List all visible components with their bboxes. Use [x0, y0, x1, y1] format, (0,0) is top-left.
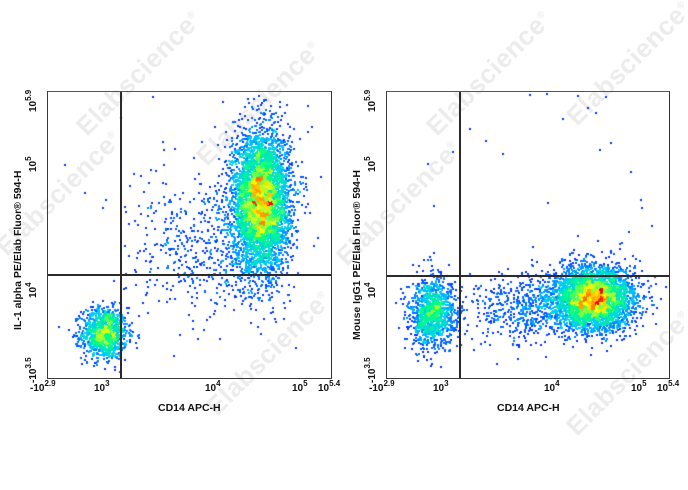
y-axis-label: IL-1 alpha PE/Elab Fluor® 594-H — [12, 170, 24, 330]
x-tick-label: 104 — [544, 378, 560, 394]
x-tick-label: -102.9 — [30, 378, 56, 394]
x-tick-label: 104 — [205, 378, 221, 394]
left-vertical-gate-line[interactable] — [120, 92, 122, 378]
x-tick-label: -102.9 — [369, 378, 395, 394]
left-horizontal-gate-line[interactable] — [48, 274, 331, 276]
y-tick-label: 105 — [362, 156, 378, 172]
y-tick-label: -103.5 — [23, 357, 39, 383]
x-tick-label: 103 — [94, 378, 110, 394]
x-axis-label: CD14 APC-H — [158, 402, 221, 414]
y-tick-label: -103.5 — [362, 357, 378, 383]
left-plot-panel: 105.9 105 104 -103.5 IL-1 alpha PE/Elab … — [12, 89, 341, 414]
left-dot-plot — [47, 92, 331, 378]
right-plot-frame — [386, 91, 670, 379]
right-plot-panel: 105.9 105 104 -103.5 Mouse IgG1 PE/Elab … — [339, 0, 683, 490]
x-tick-label: 105.4 — [657, 378, 680, 394]
left-plot-frame — [47, 91, 332, 379]
y-tick-label: 104 — [23, 282, 39, 298]
y-tick-label: 105 — [23, 156, 39, 172]
right-dot-plot — [386, 92, 669, 378]
y-tick-label: 105.9 — [362, 89, 378, 112]
y-tick-label: 104 — [362, 282, 378, 298]
right-horizontal-gate-line[interactable] — [387, 275, 669, 277]
y-axis-label: Mouse IgG1 PE/Elab Fluor® 594-H — [351, 170, 363, 340]
y-tick-label: 105.9 — [23, 89, 39, 112]
x-axis-label: CD14 APC-H — [497, 402, 560, 414]
x-tick-label: 105 — [631, 378, 647, 394]
x-tick-label: 105 — [292, 378, 308, 394]
x-tick-label: 103 — [433, 378, 449, 394]
right-vertical-gate-line[interactable] — [459, 92, 461, 378]
x-tick-label: 105.4 — [318, 378, 341, 394]
